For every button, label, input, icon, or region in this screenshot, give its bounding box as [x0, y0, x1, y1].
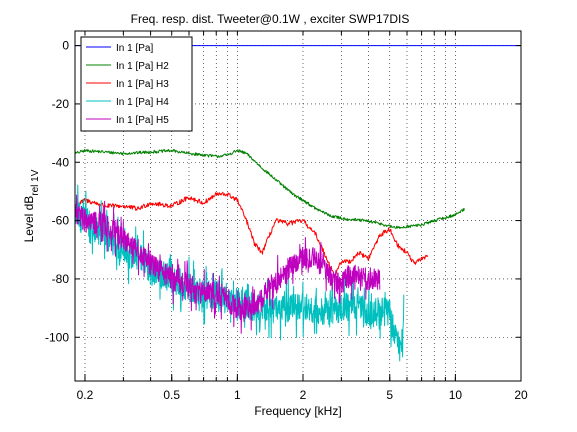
- y-axis-label-sub: rel 1V: [30, 169, 41, 195]
- series-line: [75, 194, 381, 334]
- x-tick-label: 2: [300, 388, 307, 402]
- legend-label: In 1 [Pa]: [116, 43, 153, 54]
- legend-label: In 1 [Pa] H4: [116, 97, 169, 108]
- y-axis-label: Level dBrel 1V: [22, 169, 41, 242]
- legend-label: In 1 [Pa] H5: [116, 115, 169, 126]
- y-axis-label-main: Level dB: [22, 196, 36, 243]
- x-axis-label: Frequency [kHz]: [254, 404, 341, 418]
- legend-label: In 1 [Pa] H2: [116, 61, 169, 72]
- x-tick-label: 10: [449, 388, 463, 402]
- x-tick-label: 0.2: [77, 388, 94, 402]
- x-tick-label: 0.5: [163, 388, 180, 402]
- legend-box: [80, 36, 193, 132]
- plot-frame: [74, 30, 522, 382]
- y-tick-label: -40: [52, 155, 70, 169]
- legend-label: In 1 [Pa] H3: [116, 79, 169, 90]
- x-tick-label: 1: [234, 388, 241, 402]
- x-tick-label: 20: [514, 388, 528, 402]
- y-tick-label: -100: [45, 330, 69, 344]
- series-line: [75, 191, 429, 278]
- legend: In 1 [Pa] In 1 [Pa] H2 In 1 [Pa] H3 In 1 [P…: [80, 36, 193, 132]
- y-tick-label: -20: [52, 97, 70, 111]
- y-tick-label: -80: [52, 272, 70, 286]
- y-tick-label: 0: [62, 39, 69, 53]
- y-tick-label: -60: [52, 214, 70, 228]
- axis-ticks: 0 -20 -40 -60 -80 -100 0.2 0.5 1 2 5 10 20: [45, 31, 528, 402]
- chart-title: Freq. resp. dist. Tweeter@0.1W , exciter…: [131, 12, 410, 26]
- series-line: [75, 148, 465, 229]
- x-tick-label: 5: [386, 388, 393, 402]
